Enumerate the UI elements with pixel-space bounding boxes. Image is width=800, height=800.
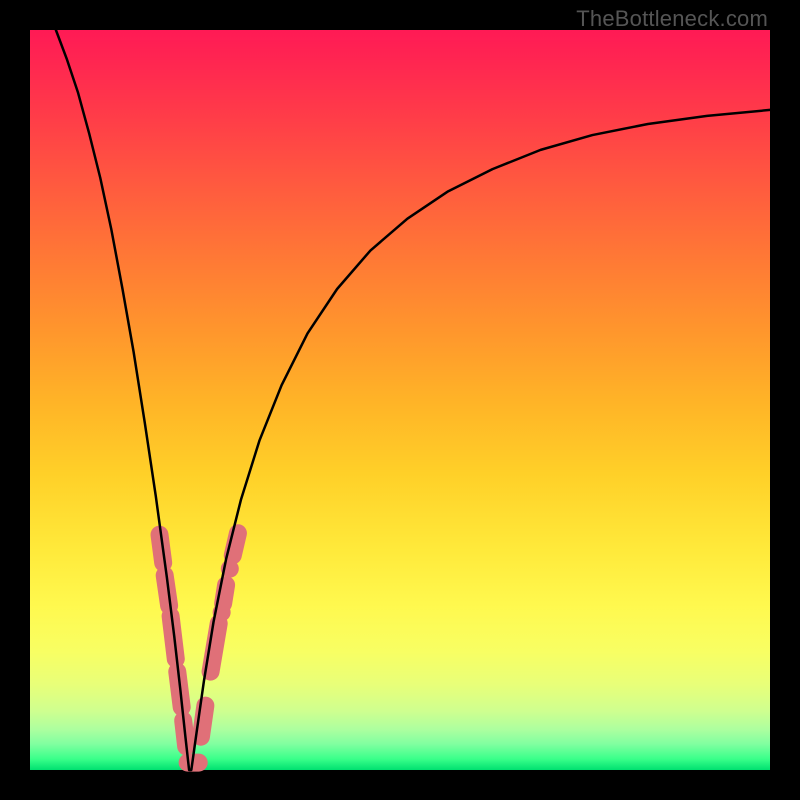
chart-container: TheBottleneck.com	[0, 0, 800, 800]
marker-capsule	[233, 533, 238, 555]
marker-capsule	[201, 706, 205, 737]
marker-capsule	[223, 585, 226, 604]
curve-overlay	[30, 30, 770, 770]
watermark-text: TheBottleneck.com	[576, 6, 768, 32]
plot-area	[30, 30, 770, 770]
markers-group	[160, 533, 239, 762]
v-curve	[56, 30, 770, 770]
